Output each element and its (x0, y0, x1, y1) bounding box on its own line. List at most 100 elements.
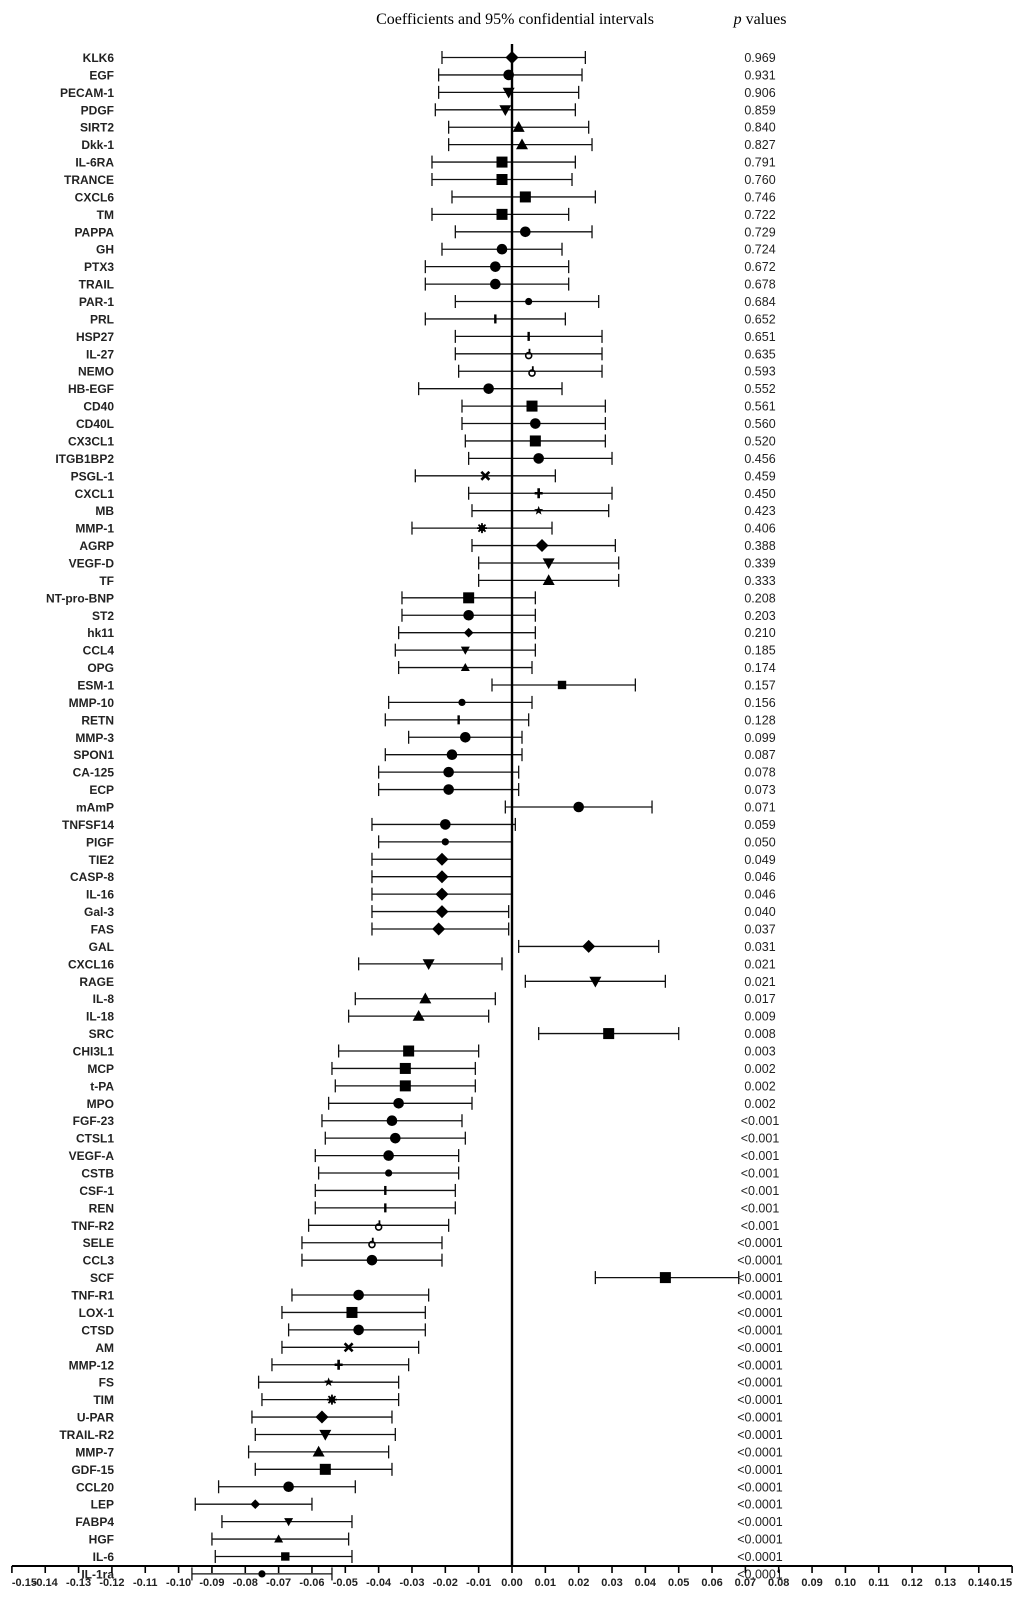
p-value: <0.0001 (737, 1411, 783, 1425)
p-value: 0.087 (744, 748, 775, 762)
point-marker (494, 314, 497, 324)
row-label: IL-16 (86, 888, 114, 902)
p-value: 0.684 (744, 295, 775, 309)
row-label: PIGF (86, 835, 114, 849)
p-value: 0.046 (744, 888, 775, 902)
row-label: ESM-1 (77, 678, 114, 692)
forest-row: HB-EGF 0.552 (68, 382, 776, 396)
p-value: <0.0001 (737, 1323, 783, 1337)
x-tick-label: 0.01 (535, 1577, 556, 1589)
forest-row: TNF-R2 <0.001 (71, 1218, 779, 1233)
p-value: 0.210 (744, 626, 775, 640)
forest-row: CD40 0.561 (83, 399, 776, 414)
point-marker (383, 1150, 394, 1161)
row-label: MMP-3 (75, 731, 114, 745)
x-tick-label: -0.02 (433, 1577, 458, 1589)
x-tick-label: 0.10 (835, 1577, 856, 1589)
point-marker (525, 297, 533, 306)
row-label: RETN (81, 713, 114, 727)
point-marker (441, 838, 449, 846)
p-value: 0.931 (744, 68, 775, 82)
forest-row: hk11 0.210 (87, 626, 776, 640)
p-value: 0.388 (744, 539, 775, 553)
point-marker (534, 505, 544, 515)
forest-row: RAGE 0.021 (79, 974, 776, 989)
forest-row: TNF-R1 <0.0001 (71, 1288, 783, 1303)
forest-row: CASP-8 0.046 (70, 870, 776, 884)
forest-row: CX3CL1 0.520 (68, 434, 776, 448)
forest-row: MB 0.423 (95, 504, 776, 518)
row-label: U-PAR (77, 1411, 114, 1425)
row-label: ITGB1BP2 (55, 452, 114, 466)
p-value: 0.156 (744, 696, 775, 710)
forest-row: PTX3 0.672 (84, 260, 776, 274)
forest-row: IL-6RA 0.791 (75, 155, 776, 170)
forest-row: GAL 0.031 (89, 939, 776, 954)
row-label: TRAIL (79, 278, 114, 292)
p-value: 0.203 (744, 609, 775, 623)
forest-row: HSP27 0.651 (76, 329, 776, 344)
forest-row: CSTB <0.001 (81, 1166, 779, 1181)
point-marker (557, 680, 567, 690)
p-value: <0.0001 (737, 1393, 783, 1407)
row-label: AGRP (79, 539, 114, 553)
point-marker (343, 1342, 354, 1353)
p-value: 0.002 (744, 1062, 775, 1076)
forest-row: PSGL-1 0.459 (71, 469, 776, 483)
row-label: TNF-R2 (71, 1219, 114, 1233)
row-label: TIM (93, 1393, 114, 1407)
row-label: CHI3L1 (73, 1045, 115, 1059)
p-value: 0.906 (744, 86, 775, 100)
forest-row: FGF-23 <0.001 (73, 1114, 779, 1128)
forest-row: TRAIL 0.678 (79, 277, 776, 292)
row-label: PAR-1 (79, 295, 114, 309)
p-value: 0.560 (744, 417, 775, 431)
row-label: MCP (87, 1062, 114, 1076)
p-value: 0.003 (744, 1045, 775, 1059)
point-marker (457, 715, 460, 725)
point-marker (432, 922, 446, 936)
x-tick-label: 0.13 (935, 1577, 956, 1589)
point-marker (460, 646, 470, 655)
row-label: MMP-10 (69, 696, 115, 710)
row-label: CXCL16 (68, 957, 114, 971)
forest-row: TIE2 0.049 (89, 852, 776, 867)
row-label: TNF-R1 (71, 1289, 114, 1303)
forest-row: ITGB1BP2 0.456 (55, 451, 776, 466)
point-marker (499, 105, 512, 116)
x-tick-label: -0.05 (333, 1577, 358, 1589)
forest-row: SCF <0.0001 (90, 1271, 783, 1285)
row-label: SRC (89, 1027, 115, 1041)
forest-row: U-PAR <0.0001 (77, 1410, 783, 1425)
row-label: IL-18 (86, 1010, 114, 1024)
forest-row: CCL3 <0.0001 (83, 1253, 783, 1268)
forest-row: SRC 0.008 (89, 1027, 776, 1041)
row-label: GH (96, 243, 114, 257)
point-marker (393, 1098, 404, 1109)
point-marker (458, 698, 466, 707)
row-label: EGF (89, 68, 114, 82)
point-marker (353, 1324, 364, 1336)
forest-row: GDF-15 <0.0001 (71, 1462, 783, 1477)
p-value: 0.652 (744, 312, 775, 326)
row-label: MMP-7 (75, 1445, 114, 1459)
p-value: 0.635 (744, 347, 775, 361)
row-label: hk11 (87, 626, 114, 640)
forest-rows: KLK6 0.969 EGF 0.931 PECAM-1 0.906 PDGF 0.859 SI… (46, 51, 783, 1581)
row-label: t-PA (90, 1079, 114, 1093)
p-value: 0.827 (744, 138, 775, 152)
forest-row: REN <0.001 (89, 1201, 779, 1215)
forest-row: IL-6 <0.0001 (93, 1549, 783, 1564)
p-value: <0.0001 (737, 1567, 783, 1581)
forest-row: MMP-10 0.156 (69, 695, 776, 710)
forest-row: TM 0.722 (97, 207, 776, 222)
point-marker (533, 453, 544, 464)
p-value: 0.760 (744, 173, 775, 187)
point-marker (527, 331, 530, 341)
p-value: <0.0001 (737, 1289, 783, 1303)
point-marker (386, 1115, 398, 1127)
row-label: PRL (90, 312, 114, 326)
row-label: PTX3 (84, 260, 114, 274)
x-tick-label: 0.04 (635, 1577, 657, 1589)
p-value: <0.0001 (737, 1445, 783, 1459)
